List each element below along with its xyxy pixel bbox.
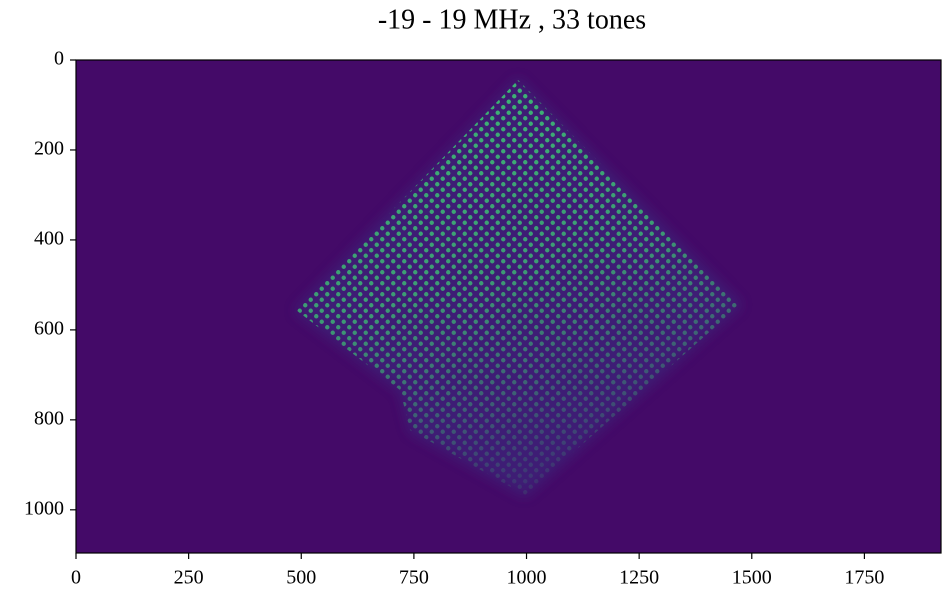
y-tick-label: 600 <box>34 317 64 339</box>
chart-title: -19 - 19 MHz , 33 tones <box>378 4 646 35</box>
y-tick-label: 800 <box>34 407 64 429</box>
y-tick-label: 200 <box>34 138 64 160</box>
x-tick-label: 1500 <box>732 567 772 589</box>
y-tick-label: 400 <box>34 228 64 250</box>
y-tick-label: 1000 <box>24 497 64 519</box>
x-tick-label: 250 <box>174 567 204 589</box>
x-tick-label: 1000 <box>507 567 547 589</box>
x-tick-label: 1750 <box>844 567 884 589</box>
x-tick-label: 500 <box>286 567 316 589</box>
ticks: 0 250 500 750 1000 1250 1500 1750 0 200 400 600 800 1… <box>24 48 884 589</box>
x-tick-label: 750 <box>399 567 429 589</box>
axes-frame <box>75 59 942 554</box>
image <box>76 60 941 553</box>
y-tick-label: 0 <box>54 48 64 70</box>
x-tick-label: 0 <box>71 567 81 589</box>
spot-lattice <box>296 80 740 495</box>
x-tick-label: 1250 <box>619 567 659 589</box>
